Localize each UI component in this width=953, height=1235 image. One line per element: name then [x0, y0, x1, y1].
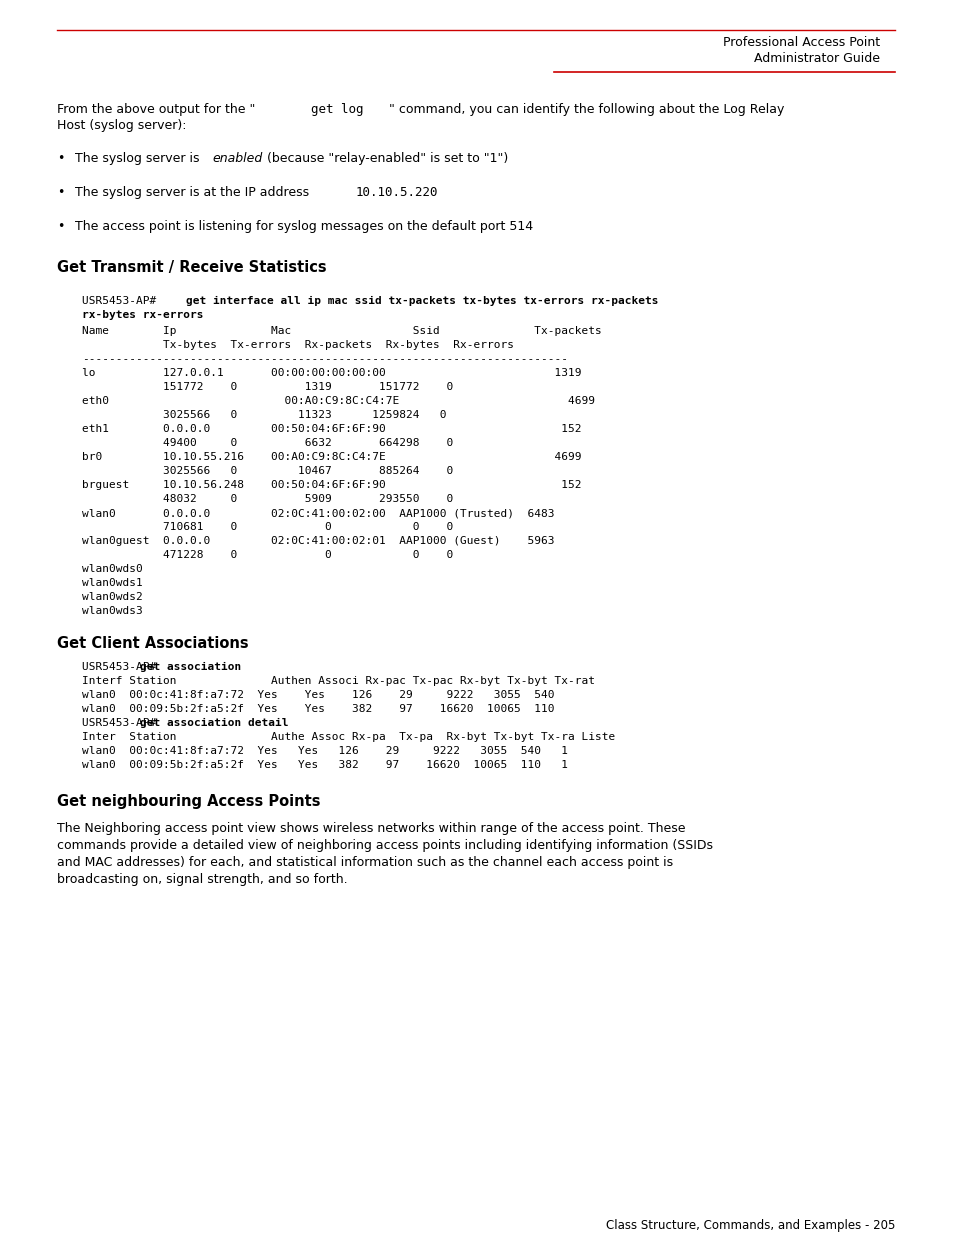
Text: wlan0wds2: wlan0wds2 — [82, 592, 143, 601]
Text: wlan0  00:09:5b:2f:a5:2f  Yes    Yes    382    97    16620  10065  110: wlan0 00:09:5b:2f:a5:2f Yes Yes 382 97 1… — [82, 704, 554, 714]
Text: Class Structure, Commands, and Examples - 205: Class Structure, Commands, and Examples … — [605, 1219, 894, 1233]
Text: Professional Access Point: Professional Access Point — [722, 36, 879, 49]
Text: The syslog server is at the IP address: The syslog server is at the IP address — [75, 186, 313, 199]
Text: 3025566   0         10467       885264    0: 3025566 0 10467 885264 0 — [82, 466, 453, 475]
Text: Get Transmit / Receive Statistics: Get Transmit / Receive Statistics — [57, 261, 326, 275]
Text: and MAC addresses) for each, and statistical information such as the channel eac: and MAC addresses) for each, and statist… — [57, 856, 673, 869]
Text: wlan0wds0: wlan0wds0 — [82, 564, 143, 574]
Text: get log: get log — [311, 103, 363, 116]
Text: Inter  Station              Authe Assoc Rx-pa  Tx-pa  Rx-byt Tx-byt Tx-ra Liste: Inter Station Authe Assoc Rx-pa Tx-pa Rx… — [82, 732, 615, 742]
Text: " command, you can identify the following about the Log Relay: " command, you can identify the followin… — [389, 103, 783, 116]
Text: wlan0  00:09:5b:2f:a5:2f  Yes   Yes   382    97    16620  10065  110   1: wlan0 00:09:5b:2f:a5:2f Yes Yes 382 97 1… — [82, 760, 567, 769]
Text: wlan0       0.0.0.0         02:0C:41:00:02:00  AAP1000 (Trusted)  6483: wlan0 0.0.0.0 02:0C:41:00:02:00 AAP1000 … — [82, 508, 554, 517]
Text: The syslog server is: The syslog server is — [75, 152, 203, 165]
Text: eth0                          00:A0:C9:8C:C4:7E                         4699: eth0 00:A0:C9:8C:C4:7E 4699 — [82, 396, 595, 406]
Text: wlan0wds3: wlan0wds3 — [82, 606, 143, 616]
Text: 48032     0          5909       293550    0: 48032 0 5909 293550 0 — [82, 494, 453, 504]
Text: From the above output for the ": From the above output for the " — [57, 103, 255, 116]
Text: •: • — [57, 220, 64, 233]
Text: wlan0guest  0.0.0.0         02:0C:41:00:02:01  AAP1000 (Guest)    5963: wlan0guest 0.0.0.0 02:0C:41:00:02:01 AAP… — [82, 536, 554, 546]
Text: Administrator Guide: Administrator Guide — [753, 52, 879, 65]
Text: eth1        0.0.0.0         00:50:04:6F:6F:90                          152: eth1 0.0.0.0 00:50:04:6F:6F:90 152 — [82, 424, 581, 433]
Text: 710681    0             0            0    0: 710681 0 0 0 0 — [82, 522, 453, 532]
Text: 49400     0          6632       664298    0: 49400 0 6632 664298 0 — [82, 438, 453, 448]
Text: wlan0  00:0c:41:8f:a7:72  Yes   Yes   126    29     9222   3055  540   1: wlan0 00:0c:41:8f:a7:72 Yes Yes 126 29 9… — [82, 746, 567, 756]
Text: get association detail: get association detail — [140, 718, 288, 727]
Text: get association: get association — [140, 662, 241, 672]
Text: wlan0  00:0c:41:8f:a7:72  Yes    Yes    126    29     9222   3055  540: wlan0 00:0c:41:8f:a7:72 Yes Yes 126 29 9… — [82, 690, 554, 700]
Text: ------------------------------------------------------------------------: ----------------------------------------… — [82, 354, 567, 364]
Text: wlan0wds1: wlan0wds1 — [82, 578, 143, 588]
Text: USR5453-AP#: USR5453-AP# — [82, 718, 163, 727]
Text: The access point is listening for syslog messages on the default port 514: The access point is listening for syslog… — [75, 220, 533, 233]
Text: USR5453-AP#: USR5453-AP# — [82, 662, 163, 672]
Text: br0         10.10.55.216    00:A0:C9:8C:C4:7E                         4699: br0 10.10.55.216 00:A0:C9:8C:C4:7E 4699 — [82, 452, 581, 462]
Text: commands provide a detailed view of neighboring access points including identify: commands provide a detailed view of neig… — [57, 839, 712, 852]
Text: •: • — [57, 152, 64, 165]
Text: 10.10.5.220: 10.10.5.220 — [355, 186, 438, 199]
Text: Name        Ip              Mac                  Ssid              Tx-packets: Name Ip Mac Ssid Tx-packets — [82, 326, 601, 336]
Text: 3025566   0         11323      1259824   0: 3025566 0 11323 1259824 0 — [82, 410, 446, 420]
Text: Get neighbouring Access Points: Get neighbouring Access Points — [57, 794, 320, 809]
Text: get interface all ip mac ssid tx-packets tx-bytes tx-errors rx-packets: get interface all ip mac ssid tx-packets… — [186, 296, 658, 306]
Text: Get Client Associations: Get Client Associations — [57, 636, 249, 651]
Text: Tx-bytes  Tx-errors  Rx-packets  Rx-bytes  Rx-errors: Tx-bytes Tx-errors Rx-packets Rx-bytes R… — [82, 340, 514, 350]
Text: 471228    0             0            0    0: 471228 0 0 0 0 — [82, 550, 453, 559]
Text: The Neighboring access point view shows wireless networks within range of the ac: The Neighboring access point view shows … — [57, 823, 685, 835]
Text: lo          127.0.0.1       00:00:00:00:00:00                         1319: lo 127.0.0.1 00:00:00:00:00:00 1319 — [82, 368, 581, 378]
Text: enabled: enabled — [212, 152, 262, 165]
Text: Interf Station              Authen Associ Rx-pac Tx-pac Rx-byt Tx-byt Tx-rat: Interf Station Authen Associ Rx-pac Tx-p… — [82, 676, 595, 685]
Text: USR5453-AP#: USR5453-AP# — [82, 296, 163, 306]
Text: brguest     10.10.56.248    00:50:04:6F:6F:90                          152: brguest 10.10.56.248 00:50:04:6F:6F:90 1… — [82, 480, 581, 490]
Text: rx-bytes rx-errors: rx-bytes rx-errors — [82, 310, 203, 320]
Text: 151772    0          1319       151772    0: 151772 0 1319 151772 0 — [82, 382, 453, 391]
Text: Host (syslog server):: Host (syslog server): — [57, 119, 186, 132]
Text: •: • — [57, 186, 64, 199]
Text: (because "relay-enabled" is set to "1"): (because "relay-enabled" is set to "1") — [263, 152, 508, 165]
Text: broadcasting on, signal strength, and so forth.: broadcasting on, signal strength, and so… — [57, 873, 347, 885]
